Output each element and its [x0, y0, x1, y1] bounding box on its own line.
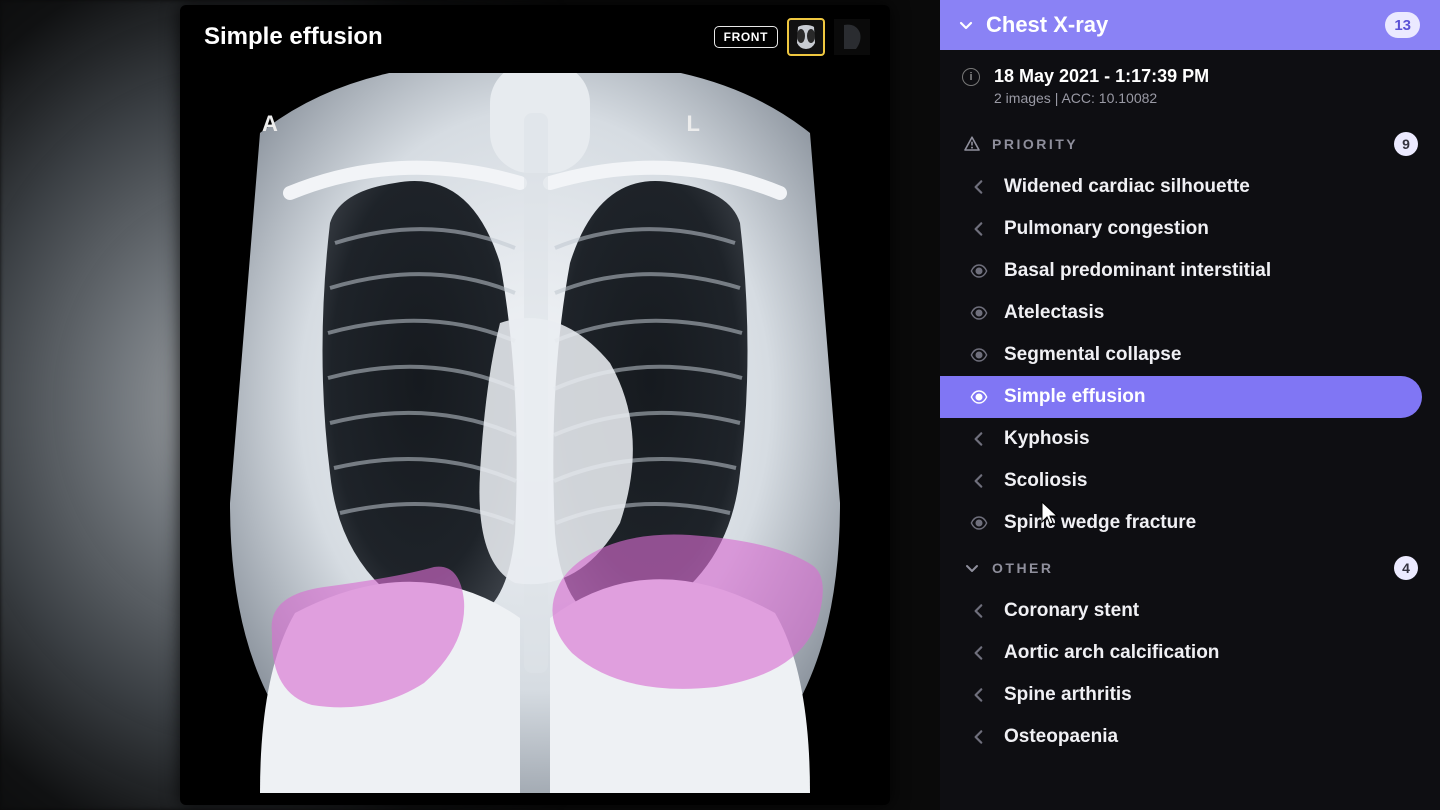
finding-label: Spine wedge fracture: [1004, 512, 1196, 534]
sidebar-header[interactable]: Chest X-ray 13: [940, 0, 1440, 50]
finding-label: Coronary stent: [1004, 600, 1139, 622]
section-count-badge: 9: [1394, 132, 1418, 156]
finding-item[interactable]: Segmental collapse: [940, 334, 1440, 376]
info-icon[interactable]: i: [962, 68, 980, 86]
finding-item[interactable]: Aortic arch calcification: [940, 632, 1440, 674]
finding-label: Segmental collapse: [1004, 344, 1181, 366]
study-meta: i 18 May 2021 - 1:17:39 PM 2 images | AC…: [940, 50, 1440, 120]
xray-header: Simple effusion FRONT: [180, 5, 890, 65]
marker-left: A: [262, 111, 278, 137]
section-label: PRIORITY: [992, 136, 1382, 152]
finding-item[interactable]: Simple effusion: [940, 376, 1422, 418]
chevron-down-icon: [964, 560, 980, 576]
view-badge[interactable]: FRONT: [714, 26, 778, 48]
highlight-effusion-right: [550, 525, 825, 695]
section-count-badge: 4: [1394, 556, 1418, 580]
finding-item[interactable]: Spine arthritis: [940, 674, 1440, 716]
findings-sidebar: Chest X-ray 13 i 18 May 2021 - 1:17:39 P…: [940, 0, 1440, 810]
finding-item[interactable]: Basal predominant interstitial: [940, 250, 1440, 292]
chevron-left-icon: [970, 644, 988, 662]
thumbnail-lateral[interactable]: [834, 19, 870, 55]
finding-label: Osteopaenia: [1004, 726, 1118, 748]
xray-viewer: Simple effusion FRONT: [0, 0, 940, 810]
chevron-left-icon: [970, 602, 988, 620]
eye-icon: [970, 514, 988, 532]
finding-label: Basal predominant interstitial: [1004, 260, 1271, 282]
finding-list-priority: Widened cardiac silhouette Pulmonary cong…: [940, 166, 1440, 544]
eye-icon: [970, 262, 988, 280]
finding-item[interactable]: Scoliosis: [940, 460, 1440, 502]
finding-label: Aortic arch calcification: [1004, 642, 1219, 664]
finding-label: Simple effusion: [1004, 386, 1145, 408]
finding-label: Kyphosis: [1004, 428, 1090, 450]
xray-frame: Simple effusion FRONT: [180, 5, 890, 805]
chevron-left-icon: [970, 178, 988, 196]
finding-item[interactable]: Pulmonary congestion: [940, 208, 1440, 250]
chevron-left-icon: [970, 430, 988, 448]
chevron-down-icon: [958, 17, 974, 33]
eye-icon: [970, 346, 988, 364]
finding-list-other: Coronary stent Aortic arch calcification S…: [940, 590, 1440, 758]
finding-title: Simple effusion: [204, 23, 383, 51]
cursor-icon: [1040, 500, 1060, 526]
marker-right: L: [687, 111, 700, 137]
finding-item[interactable]: Spine wedge fracture: [940, 502, 1440, 544]
finding-item[interactable]: Osteopaenia: [940, 716, 1440, 758]
chevron-left-icon: [970, 220, 988, 238]
thumbnail-front[interactable]: [788, 19, 824, 55]
finding-label: Spine arthritis: [1004, 684, 1132, 706]
warning-icon: [964, 136, 980, 152]
finding-label: Scoliosis: [1004, 470, 1087, 492]
section-label: OTHER: [992, 560, 1382, 576]
chevron-left-icon: [970, 686, 988, 704]
section-header-priority[interactable]: PRIORITY 9: [940, 120, 1440, 166]
chevron-left-icon: [970, 472, 988, 490]
study-timestamp: 18 May 2021 - 1:17:39 PM: [994, 66, 1209, 87]
finding-label: Widened cardiac silhouette: [1004, 176, 1250, 198]
finding-item[interactable]: Widened cardiac silhouette: [940, 166, 1440, 208]
highlight-effusion-left: [264, 565, 499, 715]
finding-item[interactable]: Atelectasis: [940, 292, 1440, 334]
xray-header-right: FRONT: [714, 19, 870, 55]
finding-label: Pulmonary congestion: [1004, 218, 1209, 240]
section-header-other[interactable]: OTHER 4: [940, 544, 1440, 590]
finding-item[interactable]: Coronary stent: [940, 590, 1440, 632]
xray-image[interactable]: A L: [200, 73, 870, 793]
sidebar-count-badge: 13: [1385, 12, 1420, 38]
study-subtitle: 2 images | ACC: 10.10082: [994, 90, 1209, 106]
eye-icon: [970, 304, 988, 322]
eye-icon: [970, 388, 988, 406]
chevron-left-icon: [970, 728, 988, 746]
finding-label: Atelectasis: [1004, 302, 1104, 324]
finding-item[interactable]: Kyphosis: [940, 418, 1440, 460]
sidebar-title: Chest X-ray: [986, 12, 1373, 38]
